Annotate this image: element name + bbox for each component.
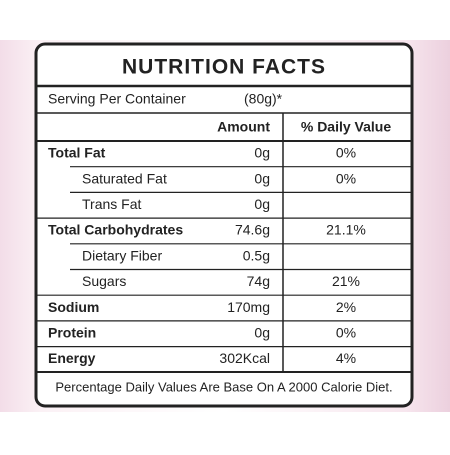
nutrient-amount: 302Kcal [219, 350, 270, 366]
nutrient-name: Total Carbohydrates [48, 222, 183, 238]
nutrient-amount: 0g [254, 145, 270, 161]
nutrient-daily-value: 0% [336, 145, 356, 161]
nutrient-daily-value: 21.1% [326, 222, 366, 238]
column-header: Amount [217, 119, 270, 135]
nutrient-amount: 74g [247, 273, 270, 289]
nutrient-daily-value: 21% [332, 273, 360, 289]
nutrient-name: Saturated Fat [82, 170, 167, 186]
footer-note: Percentage Daily Values Are Base On A 20… [55, 379, 392, 394]
nutrient-rows: Total Fat 0g 0% Saturated Fat 0g 0% Trans Fat 0… [37, 145, 411, 366]
nutrient-daily-value: 4% [336, 350, 356, 366]
nutrient-amount: 0g [254, 196, 270, 212]
nutrient-amount: 0.5g [243, 247, 270, 263]
label-border [34, 42, 414, 408]
nutrient-name: Trans Fat [82, 196, 141, 212]
nutrient-name: Total Fat [48, 145, 106, 161]
nutrient-name: Energy [48, 350, 96, 366]
label-title: NUTRITION FACTS [122, 56, 326, 79]
nutrient-name: Dietary Fiber [82, 247, 162, 263]
serving-value: (80g)* [244, 91, 283, 107]
nutrient-amount: 74.6g [235, 222, 270, 238]
nutrient-amount: 170mg [227, 299, 270, 315]
column-header: % Daily Value [301, 119, 391, 135]
nutrient-amount: 0g [254, 170, 270, 186]
nutrient-name: Sugars [82, 273, 126, 289]
serving-label: Serving Per Container [48, 91, 186, 107]
nutrient-daily-value: 2% [336, 299, 356, 315]
nutrient-name: Protein [48, 324, 96, 340]
nutrient-name: Sodium [48, 299, 99, 315]
nutrient-daily-value: 0% [336, 324, 356, 340]
nutrient-daily-value: 0% [336, 170, 356, 186]
nutrient-amount: 0g [254, 324, 270, 340]
